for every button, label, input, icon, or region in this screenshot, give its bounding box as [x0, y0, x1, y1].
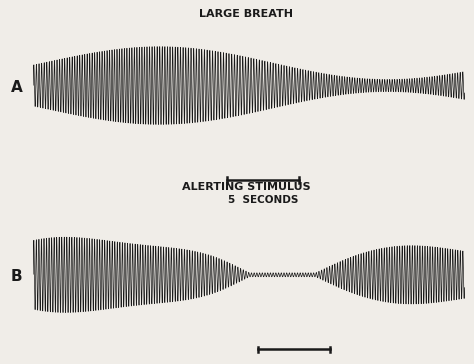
Text: ALERTING STIMULUS: ALERTING STIMULUS	[182, 182, 311, 192]
Text: A: A	[11, 80, 22, 95]
Text: LARGE BREATH: LARGE BREATH	[200, 9, 293, 19]
Text: B: B	[11, 269, 22, 284]
Text: 5  SECONDS: 5 SECONDS	[228, 195, 298, 205]
